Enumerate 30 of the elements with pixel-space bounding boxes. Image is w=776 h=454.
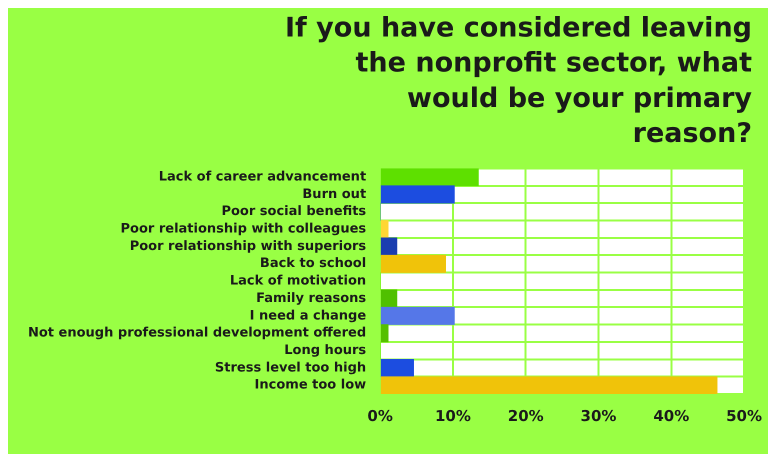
x-tick-label: 10% <box>434 406 471 425</box>
y-tick-label: Long hours <box>284 342 366 358</box>
bar <box>380 237 398 256</box>
y-tick-label: Family reasons <box>256 290 366 306</box>
y-tick-label: Lack of career advancement <box>158 169 366 184</box>
bar <box>380 220 388 238</box>
bar <box>380 324 388 342</box>
y-tick-label: Not enough professional development offered <box>28 326 366 341</box>
y-tick-label: Stress level too high <box>214 360 366 376</box>
y-tick-label: Poor relationship with superiors <box>130 238 366 254</box>
chart-title: If you have considered leaving the nonprofit sector, what would be your primary reason? <box>284 12 752 149</box>
y-tick-label: I need a change <box>250 308 366 324</box>
x-tick-label: 20% <box>508 406 544 425</box>
bar <box>380 358 414 377</box>
y-tick-label: Back to school <box>260 256 366 272</box>
x-tick-label: 50% <box>726 406 762 425</box>
bar <box>380 290 398 308</box>
bar <box>380 376 718 394</box>
bar <box>380 185 455 204</box>
y-tick-label: Burn out <box>302 186 366 202</box>
x-tick-label: 30% <box>580 406 616 425</box>
y-tick-label: Poor social benefits <box>221 204 366 220</box>
y-tick-label: Lack of motivation <box>230 274 366 289</box>
bar <box>380 306 455 325</box>
x-tick-label: 0% <box>367 406 393 425</box>
x-tick-label: 40% <box>653 406 690 425</box>
bar <box>380 168 479 186</box>
y-tick-label: Poor relationship with colleagues <box>120 222 366 237</box>
y-tick-label: Income too low <box>254 378 366 393</box>
bar <box>380 254 446 273</box>
